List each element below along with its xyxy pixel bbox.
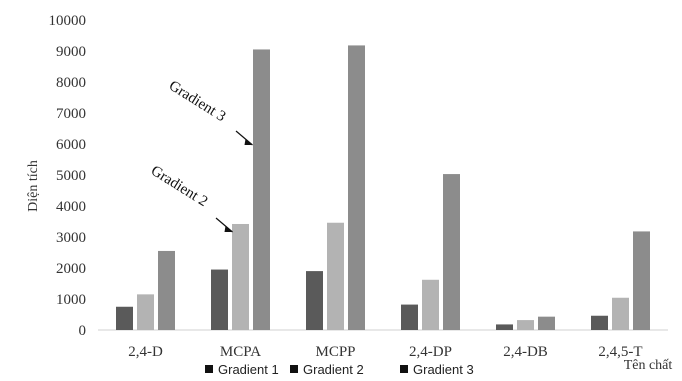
bar-gradient-3-mcpa: [253, 49, 270, 330]
bar-gradient-2-2-4-5-t: [612, 297, 629, 330]
bar-gradient-1-2-4-d: [116, 306, 133, 330]
y-tick-label: 2000: [56, 261, 86, 277]
annotation-arrowhead: [224, 226, 233, 232]
legend-swatch: [205, 365, 213, 373]
bar-gradient-2-2-4-dp: [422, 279, 439, 330]
bars: [116, 45, 650, 331]
y-tick-label: 0: [79, 323, 87, 339]
bar-gradient-2-2-4-db: [517, 320, 534, 330]
y-tick-label: 8000: [56, 75, 86, 91]
y-tick-label: 1000: [56, 292, 86, 308]
x-tick-label: MCPA: [220, 344, 261, 360]
bar-gradient-1-mcpa: [211, 269, 228, 330]
annotation-gradient-3: Gradient 3: [166, 78, 229, 125]
bar-gradient-3-2-4-dp: [443, 174, 460, 330]
y-axis-ticks: 0 1000 2000 3000 4000 5000 6000 7000 8000 9000 100…: [49, 13, 87, 339]
legend-swatch: [400, 365, 408, 373]
annotation-arrowhead: [244, 139, 253, 145]
bar-gradient-3-mcpp: [348, 45, 365, 331]
x-tick-label: 2,4-D: [128, 344, 163, 360]
y-tick-label: 10000: [49, 13, 87, 29]
x-tick-label: 2,4-DP: [409, 344, 452, 360]
annotations: Gradient 3 Gradient 2: [148, 78, 253, 233]
y-tick-label: 9000: [56, 44, 86, 60]
x-tick-label: 2,4-DB: [503, 344, 548, 360]
x-axis-ticks: 2,4-D MCPA MCPP 2,4-DP 2,4-DB 2,4,5-T: [128, 344, 642, 360]
bar-gradient-3-2-4-5-t: [633, 231, 650, 330]
x-tick-label: MCPP: [315, 344, 355, 360]
bar-gradient-2-mcpp: [327, 222, 344, 330]
bar-gradient-2-2-4-d: [137, 294, 154, 330]
bar-gradient-1-2-4-5-t: [591, 315, 608, 330]
y-axis-title: Diện tích: [26, 160, 41, 212]
legend-swatch: [290, 365, 298, 373]
y-tick-label: 6000: [56, 137, 86, 153]
legend-label: Gradient 1: [218, 362, 279, 377]
annotation-gradient-2: Gradient 2: [148, 163, 211, 210]
y-tick-label: 5000: [56, 168, 86, 184]
bar-gradient-1-mcpp: [306, 271, 323, 330]
y-tick-label: 3000: [56, 230, 86, 246]
y-tick-label: 4000: [56, 199, 86, 215]
bar-gradient-1-2-4-dp: [401, 304, 418, 330]
y-tick-label: 7000: [56, 106, 86, 122]
legend: Gradient 1 Gradient 2 Gradient 3: [205, 362, 474, 377]
bar-gradient-1-2-4-db: [496, 324, 513, 330]
x-axis-title: Tên chất: [624, 358, 673, 373]
legend-label: Gradient 2: [303, 362, 364, 377]
bar-gradient-2-mcpa: [232, 223, 249, 330]
x-tick-label: 2,4,5-T: [598, 344, 642, 360]
bar-gradient-3-2-4-d: [158, 250, 175, 330]
legend-label: Gradient 3: [413, 362, 474, 377]
bar-gradient-3-2-4-db: [538, 316, 555, 330]
